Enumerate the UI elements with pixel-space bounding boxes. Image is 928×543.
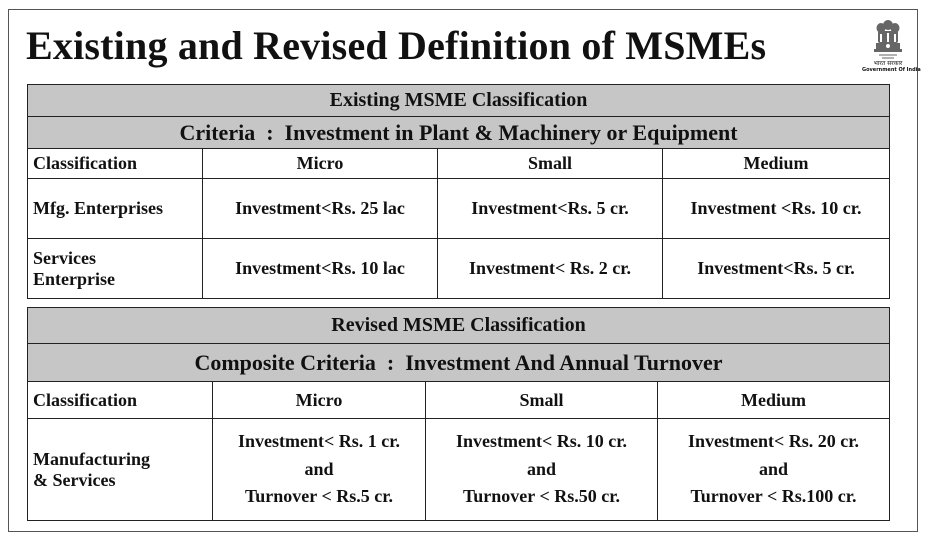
column-header-small: Small bbox=[437, 148, 663, 179]
micro-and: and bbox=[304, 458, 334, 479]
emblem-hindi-text: भारत सरकार bbox=[873, 60, 903, 67]
row-label-mfg: Mfg. Enterprises bbox=[27, 178, 203, 239]
existing-header-row: Classification Micro Small Medium bbox=[27, 148, 891, 179]
column-header-micro: Micro bbox=[212, 381, 426, 419]
column-header-classification: Classification bbox=[27, 148, 203, 179]
cell-mfg-medium: Investment <Rs. 10 cr. bbox=[661, 178, 891, 239]
row-label-services-line1: Services bbox=[33, 247, 96, 268]
emblem-caption: Government Of India bbox=[862, 67, 921, 73]
row-label-services: Services Enterprise bbox=[27, 238, 203, 299]
column-header-classification: Classification bbox=[27, 381, 213, 419]
revised-criteria: Composite Criteria : Investment And Annu… bbox=[27, 343, 890, 382]
table-row: Services Enterprise Investment<Rs. 10 la… bbox=[27, 238, 891, 299]
column-header-medium: Medium bbox=[661, 148, 891, 179]
cell-services-micro: Investment<Rs. 10 lac bbox=[202, 238, 438, 299]
medium-investment: Investment< Rs. 20 cr. bbox=[687, 430, 860, 451]
cell-revised-small: Investment< Rs. 10 cr. and Turnover < Rs… bbox=[425, 418, 658, 521]
row-label-services-line2: Enterprise bbox=[33, 268, 115, 289]
row-label-line2: & Services bbox=[33, 469, 116, 490]
column-header-medium: Medium bbox=[657, 381, 890, 419]
column-header-small: Small bbox=[425, 381, 658, 419]
cell-mfg-micro: Investment<Rs. 25 lac bbox=[202, 178, 438, 239]
small-investment: Investment< Rs. 10 cr. bbox=[455, 430, 628, 451]
small-and: and bbox=[526, 458, 557, 479]
row-label-manufacturing-services: Manufacturing & Services bbox=[27, 418, 213, 521]
revised-heading: Revised MSME Classification bbox=[27, 307, 890, 344]
existing-heading: Existing MSME Classification bbox=[26, 84, 891, 117]
government-emblem: भारत सरकार Government Of India bbox=[862, 18, 921, 78]
row-label-line1: Manufacturing bbox=[33, 448, 150, 469]
cell-revised-micro: Investment< Rs. 1 cr. and Turnover < Rs.… bbox=[212, 418, 426, 521]
column-header-micro: Micro bbox=[202, 148, 438, 179]
medium-turnover: Turnover < Rs.100 cr. bbox=[690, 486, 857, 507]
table-row: Manufacturing & Services Investment< Rs.… bbox=[27, 418, 890, 521]
page-title: Existing and Revised Definition of MSMEs bbox=[26, 23, 767, 68]
medium-and: and bbox=[758, 458, 789, 479]
table-row: Mfg. Enterprises Investment<Rs. 25 lac I… bbox=[27, 178, 891, 239]
cell-services-small: Investment< Rs. 2 cr. bbox=[437, 238, 663, 299]
micro-investment: Investment< Rs. 1 cr. bbox=[237, 430, 401, 451]
existing-criteria: Criteria : Investment in Plant & Machine… bbox=[26, 116, 891, 149]
existing-classification-table: Existing MSME Classification Criteria : … bbox=[26, 84, 891, 299]
revised-classification-table: Revised MSME Classification Composite Cr… bbox=[27, 307, 890, 521]
ashoka-emblem-icon bbox=[874, 20, 902, 59]
small-turnover: Turnover < Rs.50 cr. bbox=[462, 486, 621, 507]
micro-turnover: Turnover < Rs.5 cr. bbox=[244, 486, 394, 507]
cell-revised-medium: Investment< Rs. 20 cr. and Turnover < Rs… bbox=[657, 418, 890, 521]
revised-header-row: Classification Micro Small Medium bbox=[27, 381, 890, 419]
cell-services-medium: Investment<Rs. 5 cr. bbox=[661, 238, 891, 299]
cell-mfg-small: Investment<Rs. 5 cr. bbox=[437, 178, 663, 239]
